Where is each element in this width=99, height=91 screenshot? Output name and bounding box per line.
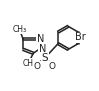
Text: N: N (39, 44, 46, 54)
Text: S: S (42, 53, 48, 63)
Text: N: N (37, 34, 44, 44)
Text: O: O (34, 62, 41, 71)
Text: CH₃: CH₃ (13, 25, 27, 34)
Text: O: O (48, 62, 55, 71)
Text: CH₃: CH₃ (22, 59, 37, 68)
Text: Br: Br (75, 32, 86, 42)
